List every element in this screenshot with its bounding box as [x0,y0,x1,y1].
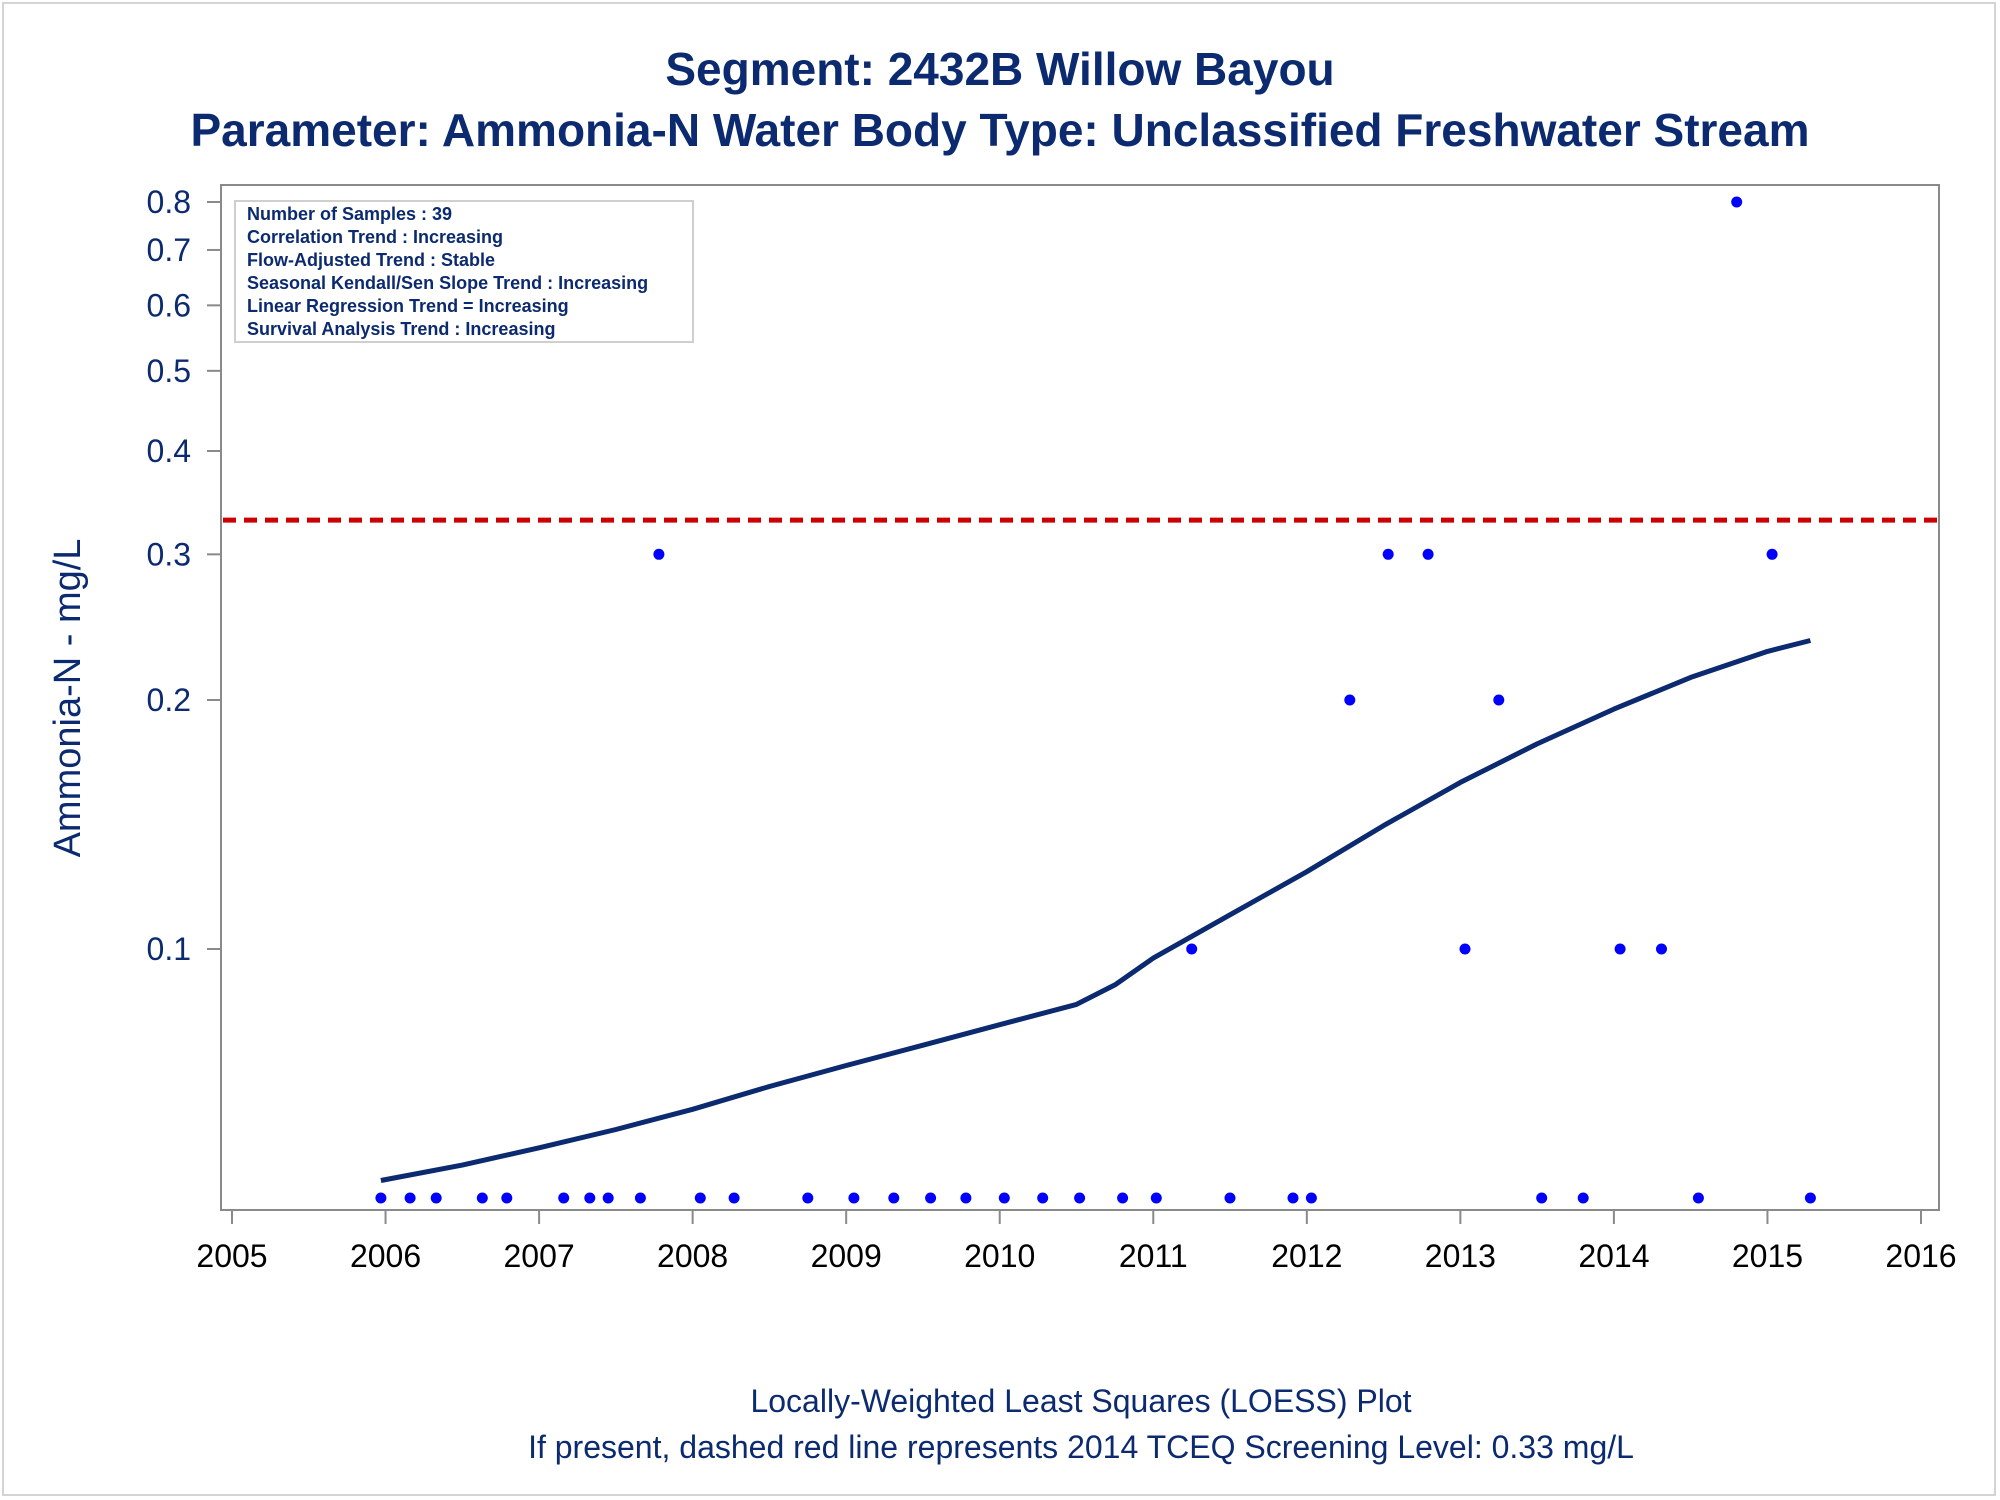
data-point [802,1192,814,1204]
data-point [1493,694,1505,706]
y-tick-label: 0.3 [147,536,191,572]
y-tick-label: 0.8 [147,184,191,220]
data-point [848,1192,860,1204]
data-point [1224,1192,1236,1204]
data-point [476,1192,488,1204]
x-axis: 2005 2006 2007 2008 2009 2010 2011 2012 2013 2014… [196,1210,1957,1274]
info-line-correlation: Correlation Trend : Increasing [247,227,503,247]
x-tick-label: 2008 [657,1238,728,1274]
data-point [1344,694,1356,706]
info-line-survival: Survival Analysis Trend : Increasing [247,319,555,339]
info-box-border [234,200,694,343]
data-point [1117,1192,1129,1204]
data-point [925,1192,937,1204]
data-point [728,1192,740,1204]
y-tick-label: 0.4 [147,433,191,469]
data-point [602,1192,614,1204]
y-tick-label: 0.1 [147,931,191,967]
data-point [1287,1192,1299,1204]
x-tick-label: 2005 [196,1238,267,1274]
data-point [1037,1192,1049,1204]
y-axis-label: Ammonia-N - mg/L [47,539,89,858]
footnote-screening: If present, dashed red line represents 2… [528,1429,1634,1465]
data-point [430,1192,442,1204]
x-tick-label: 2011 [1119,1238,1188,1274]
info-line-flow-adjusted: Flow-Adjusted Trend : Stable [247,250,495,270]
data-point [1577,1192,1589,1204]
data-point [998,1192,1010,1204]
x-tick-label: 2007 [503,1238,574,1274]
data-point [501,1192,513,1204]
info-box: Number of Samples : 39 Correlation Trend… [234,200,694,343]
footnote-loess: Locally-Weighted Least Squares (LOESS) P… [750,1383,1411,1419]
x-tick-label: 2016 [1885,1238,1956,1274]
data-point [1692,1192,1704,1204]
x-tick-label: 2006 [350,1238,421,1274]
y-tick-label: 0.7 [147,232,191,268]
data-point [1382,548,1394,560]
x-tick-label: 2009 [811,1238,882,1274]
data-point [1422,548,1434,560]
sample-points [375,196,1816,1204]
data-point [1305,1192,1317,1204]
data-point [1766,548,1778,560]
y-tick-label: 0.2 [147,682,191,718]
data-point [1656,943,1667,955]
data-point [1731,196,1743,208]
y-tick-label: 0.5 [147,353,191,389]
info-line-linear-regression: Linear Regression Trend = Increasing [247,296,569,316]
loess-line [380,638,1812,1183]
data-point [1074,1192,1086,1204]
data-point [634,1192,646,1204]
info-line-seasonal-kendall: Seasonal Kendall/Sen Slope Trend : Incre… [247,273,648,293]
data-point [1614,943,1626,955]
data-point [1186,943,1198,955]
x-tick-label: 2012 [1271,1238,1342,1274]
x-tick-label: 2015 [1732,1238,1803,1274]
data-point [888,1192,900,1204]
data-point [1459,943,1471,955]
data-point [404,1192,416,1204]
data-point [558,1192,570,1204]
chart-title: Segment: 2432B Willow Bayou [665,43,1334,95]
x-tick-label: 2014 [1578,1238,1649,1274]
data-point [653,548,665,560]
data-point [1150,1192,1162,1204]
data-point [375,1192,387,1204]
x-tick-label: 2010 [964,1238,1035,1274]
data-point [584,1192,596,1204]
plot-area [220,184,1940,1211]
x-tick-label: 2013 [1425,1238,1496,1274]
data-point [1804,1192,1816,1204]
loess-group [380,638,1812,1183]
data-point [694,1192,706,1204]
chart-subtitle: Parameter: Ammonia-N Water Body Type: Un… [191,104,1810,156]
data-point [960,1192,972,1204]
info-line-samples: Number of Samples : 39 [247,204,452,224]
y-tick-label: 0.6 [147,287,191,323]
y-axis: 0.1 0.2 0.3 0.4 0.5 0.6 0.7 0.8 [147,184,221,967]
data-point [1536,1192,1548,1204]
